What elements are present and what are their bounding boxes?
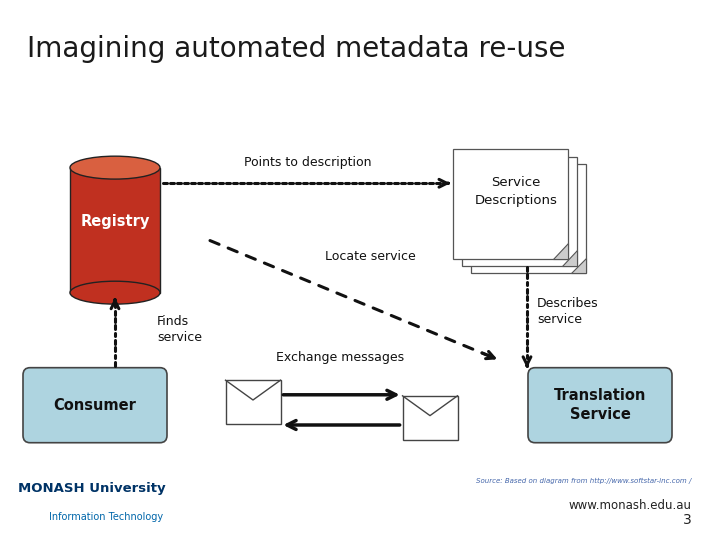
Polygon shape <box>562 251 577 266</box>
Text: Imagining automated metadata re-use: Imagining automated metadata re-use <box>27 35 566 63</box>
Text: Consumer: Consumer <box>53 397 136 413</box>
Polygon shape <box>552 243 567 259</box>
Text: 3: 3 <box>683 514 691 528</box>
Text: Service
Descriptions: Service Descriptions <box>474 176 557 207</box>
Text: Exchange messages: Exchange messages <box>276 351 404 364</box>
FancyBboxPatch shape <box>23 368 167 443</box>
Text: Source: Based on diagram from http://www.softstar-inc.com /: Source: Based on diagram from http://www… <box>476 478 691 484</box>
Text: MONASH University: MONASH University <box>18 482 166 495</box>
Bar <box>402 396 457 440</box>
Polygon shape <box>570 258 585 273</box>
Text: Translation
Service: Translation Service <box>554 388 646 422</box>
Bar <box>452 150 567 259</box>
Ellipse shape <box>70 156 160 179</box>
Bar <box>70 167 160 293</box>
Text: www.monash.edu.au: www.monash.edu.au <box>568 500 691 512</box>
Text: Points to description: Points to description <box>244 156 372 168</box>
FancyBboxPatch shape <box>528 368 672 443</box>
Text: Finds
service: Finds service <box>157 315 202 343</box>
Text: Information Technology: Information Technology <box>49 512 163 522</box>
Ellipse shape <box>70 281 160 304</box>
Bar <box>225 380 281 424</box>
Bar <box>462 157 577 266</box>
Bar <box>470 164 585 273</box>
Text: Describes
service: Describes service <box>537 297 598 326</box>
Text: Locate service: Locate service <box>325 249 415 262</box>
Text: Registry: Registry <box>81 214 150 230</box>
